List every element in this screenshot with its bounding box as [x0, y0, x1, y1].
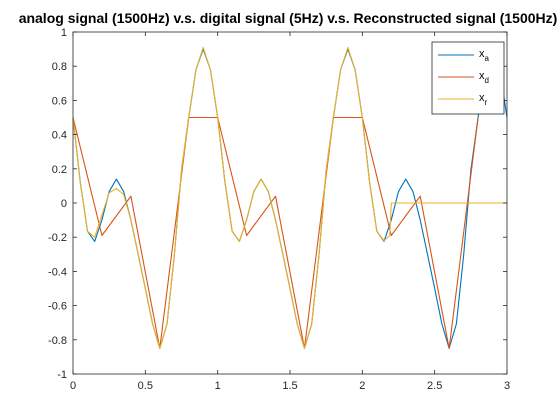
- legend-label-subscript: a: [485, 54, 490, 63]
- y-tick-label: -0.2: [48, 232, 67, 244]
- chart-title: analog signal (1500Hz) v.s. digital sign…: [19, 10, 558, 26]
- y-tick-label: 0.6: [52, 95, 67, 107]
- legend-label-r: xr: [479, 92, 488, 107]
- series-line-d: [72, 116, 479, 349]
- x-tick-label: 1.5: [282, 380, 297, 392]
- x-tick-label: 2: [359, 380, 365, 392]
- x-tick-label: 2.5: [427, 380, 442, 392]
- y-tick-label: 1: [61, 27, 67, 39]
- x-tick-label: 1: [215, 380, 221, 392]
- plot-frame: [72, 31, 508, 375]
- tick-layer: 0 0.5 1 1.5 2 2.5 3 -1 -0.8 -0.6 -0.4 -0.2 0 0.2 0.4 0.…: [48, 27, 510, 392]
- y-tick-label: 0.4: [52, 130, 67, 142]
- y-tick-label: -0.6: [48, 301, 67, 313]
- legend-label-subscript: d: [485, 76, 489, 85]
- x-tick-label: 3: [504, 380, 510, 392]
- y-tick-label: -0.8: [48, 335, 67, 347]
- y-tick-label: -1: [57, 369, 67, 381]
- legend-label-base: x: [479, 70, 485, 82]
- series-layer: [72, 46, 508, 349]
- legend-box: [431, 41, 505, 115]
- y-tick-label: 0.8: [52, 61, 67, 73]
- legend-label-subscript: r: [485, 98, 488, 107]
- legend-label-base: x: [479, 48, 485, 60]
- legend-label-d: xd: [479, 70, 489, 85]
- series-line-r: [72, 46, 507, 349]
- x-tick-label: 0.5: [138, 380, 153, 392]
- y-tick-label: 0: [61, 198, 67, 210]
- legend-label-a: xa: [479, 48, 490, 63]
- y-tick-label: 0.2: [52, 164, 67, 176]
- x-tick-label: 0: [70, 380, 76, 392]
- legend-label-base: x: [479, 92, 485, 104]
- y-tick-label: -0.4: [48, 266, 67, 278]
